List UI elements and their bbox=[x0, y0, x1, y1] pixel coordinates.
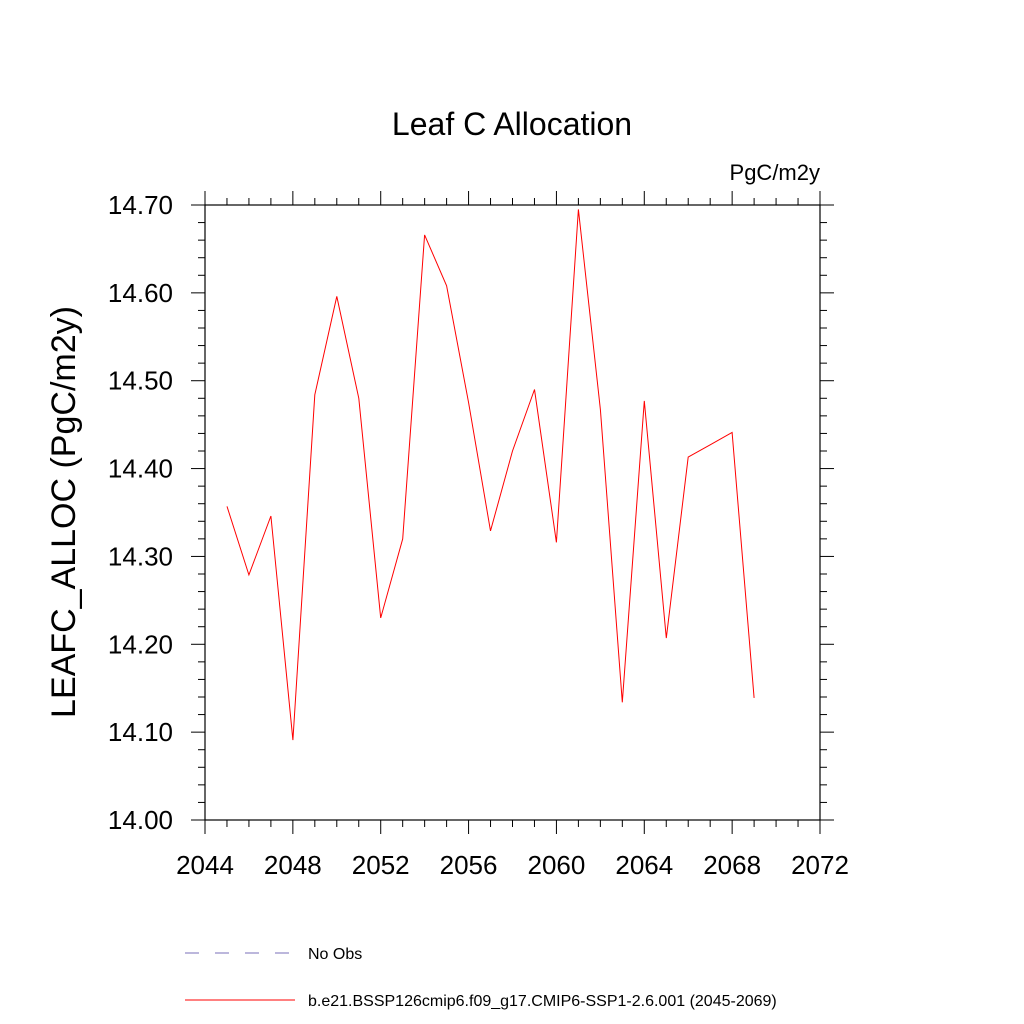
legend: No Obs b.e21.BSSP126cmip6.f09_g17.CMIP6-… bbox=[185, 946, 777, 1010]
x-tick-label: 2052 bbox=[352, 850, 410, 880]
data-series bbox=[226, 209, 755, 741]
series-line bbox=[226, 209, 755, 741]
y-tick-label: 14.00 bbox=[108, 805, 173, 835]
x-tick-label: 2068 bbox=[703, 850, 761, 880]
x-tick-label: 2048 bbox=[264, 850, 322, 880]
legend-label-series: b.e21.BSSP126cmip6.f09_g17.CMIP6-SSP1-2.… bbox=[308, 993, 777, 1010]
x-tick-label: 2044 bbox=[176, 850, 234, 880]
legend-label-no-obs: No Obs bbox=[308, 946, 362, 963]
y-tick-label: 14.10 bbox=[108, 717, 173, 747]
y-tick-label: 14.20 bbox=[108, 629, 173, 659]
plot-frame bbox=[204, 204, 821, 821]
x-tick-label: 2064 bbox=[615, 850, 673, 880]
units-label: PgC/m2y bbox=[730, 160, 820, 185]
chart-title: Leaf C Allocation bbox=[392, 106, 632, 142]
x-tick-label: 2060 bbox=[528, 850, 586, 880]
y-tick-label: 14.30 bbox=[108, 541, 173, 571]
x-tick-label: 2072 bbox=[791, 850, 849, 880]
y-tick-label: 14.70 bbox=[108, 190, 173, 220]
y-tick-label: 14.60 bbox=[108, 278, 173, 308]
x-tick-labels: 2044 2048 2052 2056 2060 2064 2068 2072 bbox=[176, 850, 849, 880]
y-tick-label: 14.50 bbox=[108, 366, 173, 396]
y-tick-label: 14.40 bbox=[108, 454, 173, 484]
x-tick-label: 2056 bbox=[440, 850, 498, 880]
y-axis-label: LEAFC_ALLOC (PgC/m2y) bbox=[45, 306, 83, 718]
axis-ticks bbox=[191, 191, 834, 834]
y-tick-labels: 14.00 14.10 14.20 14.30 14.40 14.50 14.60 14.70 bbox=[108, 190, 173, 835]
